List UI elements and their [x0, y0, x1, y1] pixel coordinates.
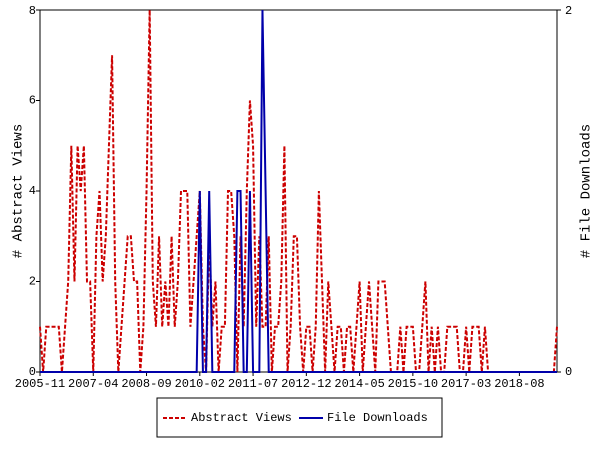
x-tick-label: 2017-03 [441, 377, 491, 391]
series-line [39, 9, 558, 373]
plot-area [39, 9, 558, 373]
y-tick-label: 4 [29, 184, 36, 198]
x-tick-label: 2014-05 [334, 377, 384, 391]
x-tick-label: 2008-09 [121, 377, 171, 391]
y2-axis-label: # File Downloads [579, 124, 595, 258]
x-tick-label: 2012-12 [281, 377, 331, 391]
legend-label: File Downloads [327, 411, 428, 425]
y-tick-label: 6 [29, 94, 36, 108]
x-tick-label: 2011-07 [228, 377, 278, 391]
x-tick-label: 2015-10 [388, 377, 438, 391]
y-tick-label: 0 [29, 365, 36, 379]
y-axis-label: # Abstract Views [11, 124, 27, 258]
x-tick-label: 2007-04 [68, 377, 118, 391]
legend-box [156, 397, 443, 438]
series-line [40, 9, 557, 373]
y-tick-label: 8 [29, 4, 36, 18]
x-tick-label: 2005-11 [15, 377, 65, 391]
y-tick-label: 2 [29, 275, 36, 289]
legend-label: Abstract Views [191, 411, 292, 425]
y2-tick-label: 2 [565, 4, 572, 18]
y2-tick-label: 0 [565, 365, 572, 379]
x-tick-label: 2018-08 [494, 377, 544, 391]
x-tick-label: 2010-02 [175, 377, 225, 391]
